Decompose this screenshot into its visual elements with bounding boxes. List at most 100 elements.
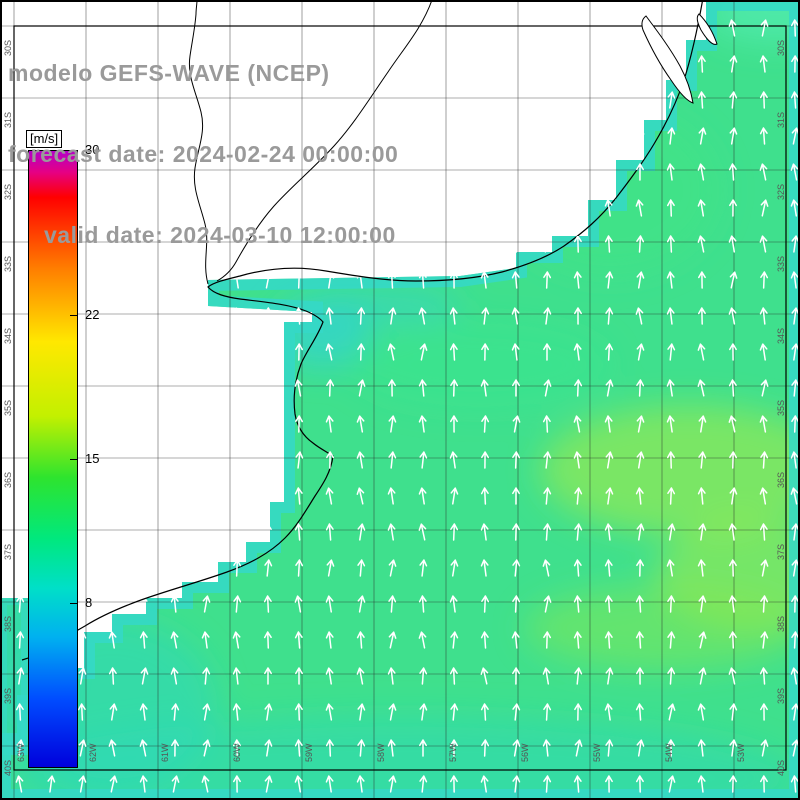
wind-arrow-icon <box>295 415 304 433</box>
wind-arrow-icon <box>512 523 521 541</box>
graticule-label: 55W <box>592 743 602 762</box>
wind-arrow-icon <box>605 487 614 505</box>
wind-arrow-icon <box>666 163 675 181</box>
river-path <box>188 0 209 285</box>
wind-arrow-icon <box>264 703 273 721</box>
colorbar-tick-mark <box>70 150 78 151</box>
wind-arrow-icon <box>667 595 676 613</box>
graticule-label: 32S <box>776 183 786 200</box>
wind-arrow-icon <box>604 415 613 433</box>
wind-arrow-icon <box>666 451 675 469</box>
wind-arrow-icon <box>729 127 738 145</box>
wind-arrow-icon <box>512 775 521 793</box>
wind-arrow-icon <box>543 451 552 469</box>
wind-arrow-icon <box>760 271 769 289</box>
graticule-label: 33S <box>776 255 786 272</box>
wind-arrow-icon <box>326 451 334 469</box>
wind-arrow-icon <box>108 667 117 685</box>
wind-arrow-icon <box>698 523 707 541</box>
wind-arrow-icon <box>388 631 397 649</box>
wind-arrow-icon <box>264 667 272 685</box>
wind-arrow-icon <box>635 775 644 793</box>
graticule-label: 58W <box>376 743 386 762</box>
wind-arrow-icon <box>16 739 25 757</box>
wind-arrow-icon <box>387 739 396 757</box>
wind-arrow-icon <box>171 775 180 793</box>
wind-arrow-icon <box>419 451 428 469</box>
wind-arrow-icon <box>109 775 118 793</box>
graticule-label: 59W <box>304 743 314 762</box>
wind-arrow-icon <box>667 739 675 757</box>
wind-arrow-icon <box>729 703 738 721</box>
wind-arrow-icon <box>636 163 644 181</box>
wind-arrow-icon <box>294 379 303 397</box>
wind-arrow-icon <box>543 775 552 793</box>
wind-arrow-icon <box>170 631 179 649</box>
wind-arrow-icon <box>15 775 24 793</box>
wind-arrow-icon <box>294 739 303 757</box>
wind-arrow-icon <box>233 595 242 613</box>
graticule-label: 39S <box>776 687 786 704</box>
graticule-label: 40S <box>3 759 13 776</box>
wind-arrow-icon <box>666 235 675 253</box>
wind-arrow-icon <box>512 667 520 685</box>
wind-arrow-icon <box>357 379 366 397</box>
colorbar-tick-mark <box>70 459 78 460</box>
wind-arrow-icon <box>512 379 520 397</box>
wind-arrow-icon <box>232 703 241 721</box>
graticule-label: 57W <box>448 743 458 762</box>
wind-arrow-icon <box>759 343 768 361</box>
wind-arrow-icon <box>698 631 707 649</box>
wind-arrow-icon <box>635 595 644 613</box>
wind-arrow-icon <box>697 307 706 325</box>
wind-arrow-icon <box>697 487 706 505</box>
wind-arrow-icon <box>790 271 799 289</box>
wind-arrow-icon <box>419 703 428 721</box>
wind-arrow-icon <box>171 703 180 721</box>
wind-arrow-icon <box>450 523 459 541</box>
wind-arrow-icon <box>325 343 334 361</box>
wind-arrow-icon <box>728 379 737 397</box>
wind-arrow-icon <box>729 55 738 73</box>
wind-arrow-icon <box>481 739 490 757</box>
wind-arrow-icon <box>636 415 645 433</box>
wind-arrow-icon <box>667 631 676 649</box>
wind-arrow-icon <box>263 631 272 649</box>
wind-arrow-icon <box>16 631 25 649</box>
wind-arrow-icon <box>325 739 334 757</box>
wind-arrow-icon <box>605 775 613 793</box>
colorbar-tick-label: 22 <box>85 306 100 322</box>
wind-arrow-icon <box>666 307 675 325</box>
wind-arrow-icon <box>450 775 458 793</box>
wind-arrow-icon <box>728 667 737 685</box>
wind-arrow-icon <box>697 343 706 361</box>
graticule-label: 34S <box>3 327 13 344</box>
graticule-label: 30S <box>776 39 786 56</box>
wind-arrow-icon <box>543 343 551 361</box>
wind-arrow-icon <box>78 667 87 685</box>
wind-arrow-icon <box>356 667 365 685</box>
wind-arrow-icon <box>760 739 769 757</box>
wind-arrow-icon <box>729 775 738 793</box>
wind-arrow-icon <box>480 523 489 541</box>
wind-arrow-icon <box>573 271 582 289</box>
wind-arrow-icon <box>512 739 521 757</box>
wind-arrow-icon <box>543 307 552 325</box>
wind-arrow-icon <box>791 523 800 541</box>
wind-arrow-icon <box>419 775 428 793</box>
graticule-label: 39S <box>3 687 13 704</box>
wind-arrow-icon <box>511 307 520 325</box>
wind-arrow-icon <box>760 451 769 469</box>
wind-arrow-icon <box>450 559 459 577</box>
wind-arrow-icon <box>636 667 644 685</box>
wind-arrow-icon <box>605 379 614 397</box>
wind-arrow-icon <box>666 271 675 289</box>
graticule-label: 56W <box>520 743 530 762</box>
graticule-label: 60W <box>232 743 242 762</box>
wind-arrow-icon <box>636 523 645 541</box>
wind-arrow-icon <box>605 739 614 757</box>
wind-arrow-icon <box>573 631 582 649</box>
colorbar-tick-label: 15 <box>85 451 100 466</box>
